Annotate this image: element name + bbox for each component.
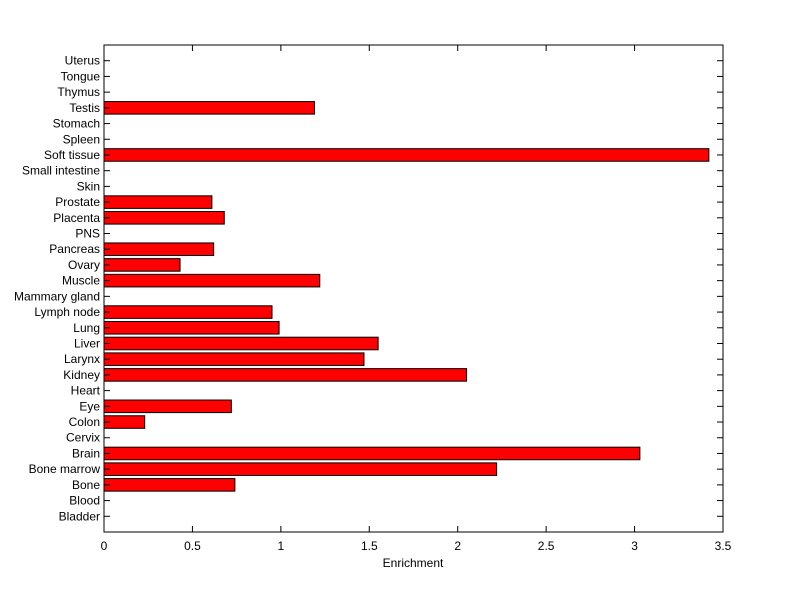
y-tick-label: Spleen [63, 132, 100, 146]
y-tick-label: Larynx [64, 352, 100, 366]
x-tick-label: 0.5 [184, 539, 201, 553]
x-tick-label: 0 [101, 539, 108, 553]
y-tick-label: Soft tissue [44, 148, 100, 162]
y-tick-label: Thymus [57, 85, 100, 99]
y-tick-label: Mammary gland [14, 289, 100, 303]
y-tick-label: Brain [72, 446, 100, 460]
bar-ovary [103, 258, 181, 272]
y-tick-label: Bladder [59, 509, 100, 523]
y-tick-label: Blood [69, 494, 100, 508]
bar-testis [103, 101, 315, 115]
y-tick-label: Small intestine [22, 164, 100, 178]
x-tick-label: 1 [278, 539, 285, 553]
y-tick-label: Uterus [65, 54, 100, 68]
x-tick-label: 1.5 [361, 539, 378, 553]
bar-lung [103, 320, 280, 335]
x-tick-label: 2 [454, 539, 461, 553]
bar-bone [103, 478, 236, 492]
y-tick-label: Muscle [62, 274, 100, 288]
y-tick-label: Skin [77, 179, 100, 193]
bar-muscle [103, 273, 321, 288]
y-tick-label: Lung [73, 321, 100, 335]
y-tick-label: PNS [75, 227, 100, 241]
x-tick-label: 3 [631, 539, 638, 553]
bar-soft-tissue [103, 148, 710, 162]
y-tick-label: Stomach [53, 117, 100, 131]
y-tick-label: Eye [79, 399, 100, 413]
bar-larynx [103, 352, 365, 366]
y-tick-label: Testis [69, 101, 100, 115]
bar-lymph-node [103, 305, 273, 319]
bar-prostate [103, 195, 213, 209]
x-axis-label: Enrichment [383, 556, 444, 570]
y-tick-label: Ovary [68, 258, 100, 272]
bar-liver [103, 336, 379, 351]
y-tick-label: Placenta [53, 211, 100, 225]
bar-placenta [103, 211, 225, 225]
y-tick-label: Cervix [66, 431, 100, 445]
y-tick-label: Bone [72, 478, 100, 492]
bar-eye [103, 399, 232, 414]
x-tick-label: 2.5 [538, 539, 555, 553]
x-ticks-group: 0 0.5 1 1.5 2 2.5 3 3.5 [101, 45, 732, 553]
bar-bone-marrow [103, 462, 498, 476]
bar-pancreas [103, 242, 215, 257]
y-tick-label: Tongue [61, 69, 101, 83]
plot-frame [103, 44, 724, 533]
y-tick-label: Kidney [63, 368, 100, 382]
bar-colon [103, 415, 146, 429]
y-tick-label: Bone marrow [29, 462, 101, 476]
bar-kidney [103, 368, 468, 382]
y-tick-label: Prostate [55, 195, 100, 209]
y-tick-label: Colon [69, 415, 100, 429]
y-tick-label: Liver [74, 336, 100, 350]
y-tick-label: Heart [71, 384, 101, 398]
bar-brain [103, 446, 641, 461]
y-tick-label: Lymph node [34, 305, 100, 319]
y-tick-label: Pancreas [49, 242, 100, 256]
x-tick-label: 3.5 [715, 539, 732, 553]
